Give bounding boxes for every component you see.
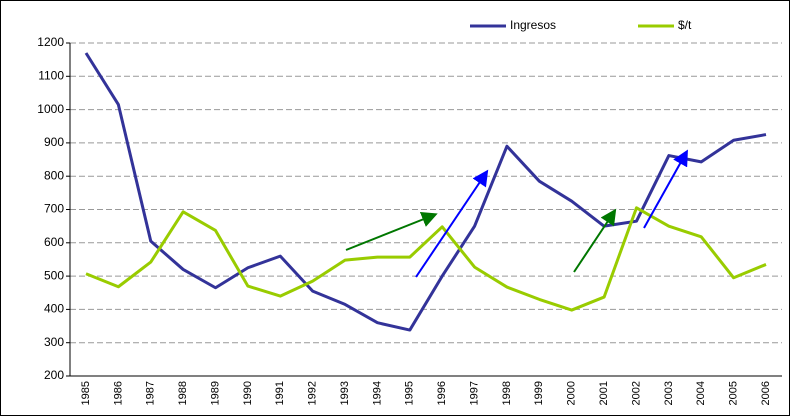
x-tick-label: 1985 — [80, 381, 92, 405]
series-line — [84, 52, 767, 332]
x-tick-label: 1991 — [274, 381, 286, 405]
x-tick-label: 1994 — [371, 381, 383, 405]
x-tick-label: 1999 — [533, 381, 545, 405]
x-tick-label: 1996 — [436, 381, 448, 405]
arrow — [345, 212, 438, 251]
x-tick-label: 1988 — [177, 381, 189, 405]
x-tick-label: 1990 — [242, 381, 254, 405]
arrow — [415, 169, 489, 278]
plot-area: 200 300 400 500 600 700 800 900 1000 1100 1200 1985… — [37, 35, 782, 405]
x-tick-label: 1992 — [307, 381, 319, 405]
arrow — [643, 149, 688, 229]
x-tick-label: 1995 — [404, 381, 416, 405]
y-tick-label: 500 — [44, 268, 64, 282]
x-tick-label: 2006 — [760, 381, 772, 405]
x-tick-label: 2000 — [566, 381, 578, 405]
series-line — [85, 206, 767, 312]
y-tick-label: 300 — [44, 335, 64, 349]
x-tick-label: 1989 — [209, 381, 221, 405]
x-tick-label: 1986 — [112, 381, 124, 405]
x-tick-label: 2004 — [695, 381, 707, 405]
y-tick-label: 1200 — [37, 35, 64, 49]
x-tick-label: 1998 — [501, 381, 513, 405]
legend-label: Ingresos — [510, 18, 556, 32]
y-tick-label: 1100 — [38, 68, 64, 82]
y-tick-label: 900 — [44, 135, 64, 149]
legend-label: $/t — [678, 18, 692, 32]
x-tick-label: 2001 — [598, 381, 610, 405]
x-tick-label: 2003 — [663, 381, 675, 405]
y-tick-label: 400 — [44, 302, 64, 316]
y-tick-label: 800 — [44, 168, 64, 182]
x-tick-label: 1997 — [468, 381, 480, 405]
x-tick-label: 1993 — [339, 381, 351, 405]
arrow — [573, 208, 617, 273]
y-tick-label: 600 — [44, 235, 64, 249]
y-tick-label: 1000 — [37, 102, 64, 116]
x-tick-label: 2005 — [728, 381, 740, 405]
x-tick-label: 1987 — [145, 381, 157, 405]
y-tick-label: 700 — [44, 202, 64, 216]
y-tick-label: 200 — [44, 368, 64, 382]
x-tick-label: 2002 — [630, 381, 642, 405]
